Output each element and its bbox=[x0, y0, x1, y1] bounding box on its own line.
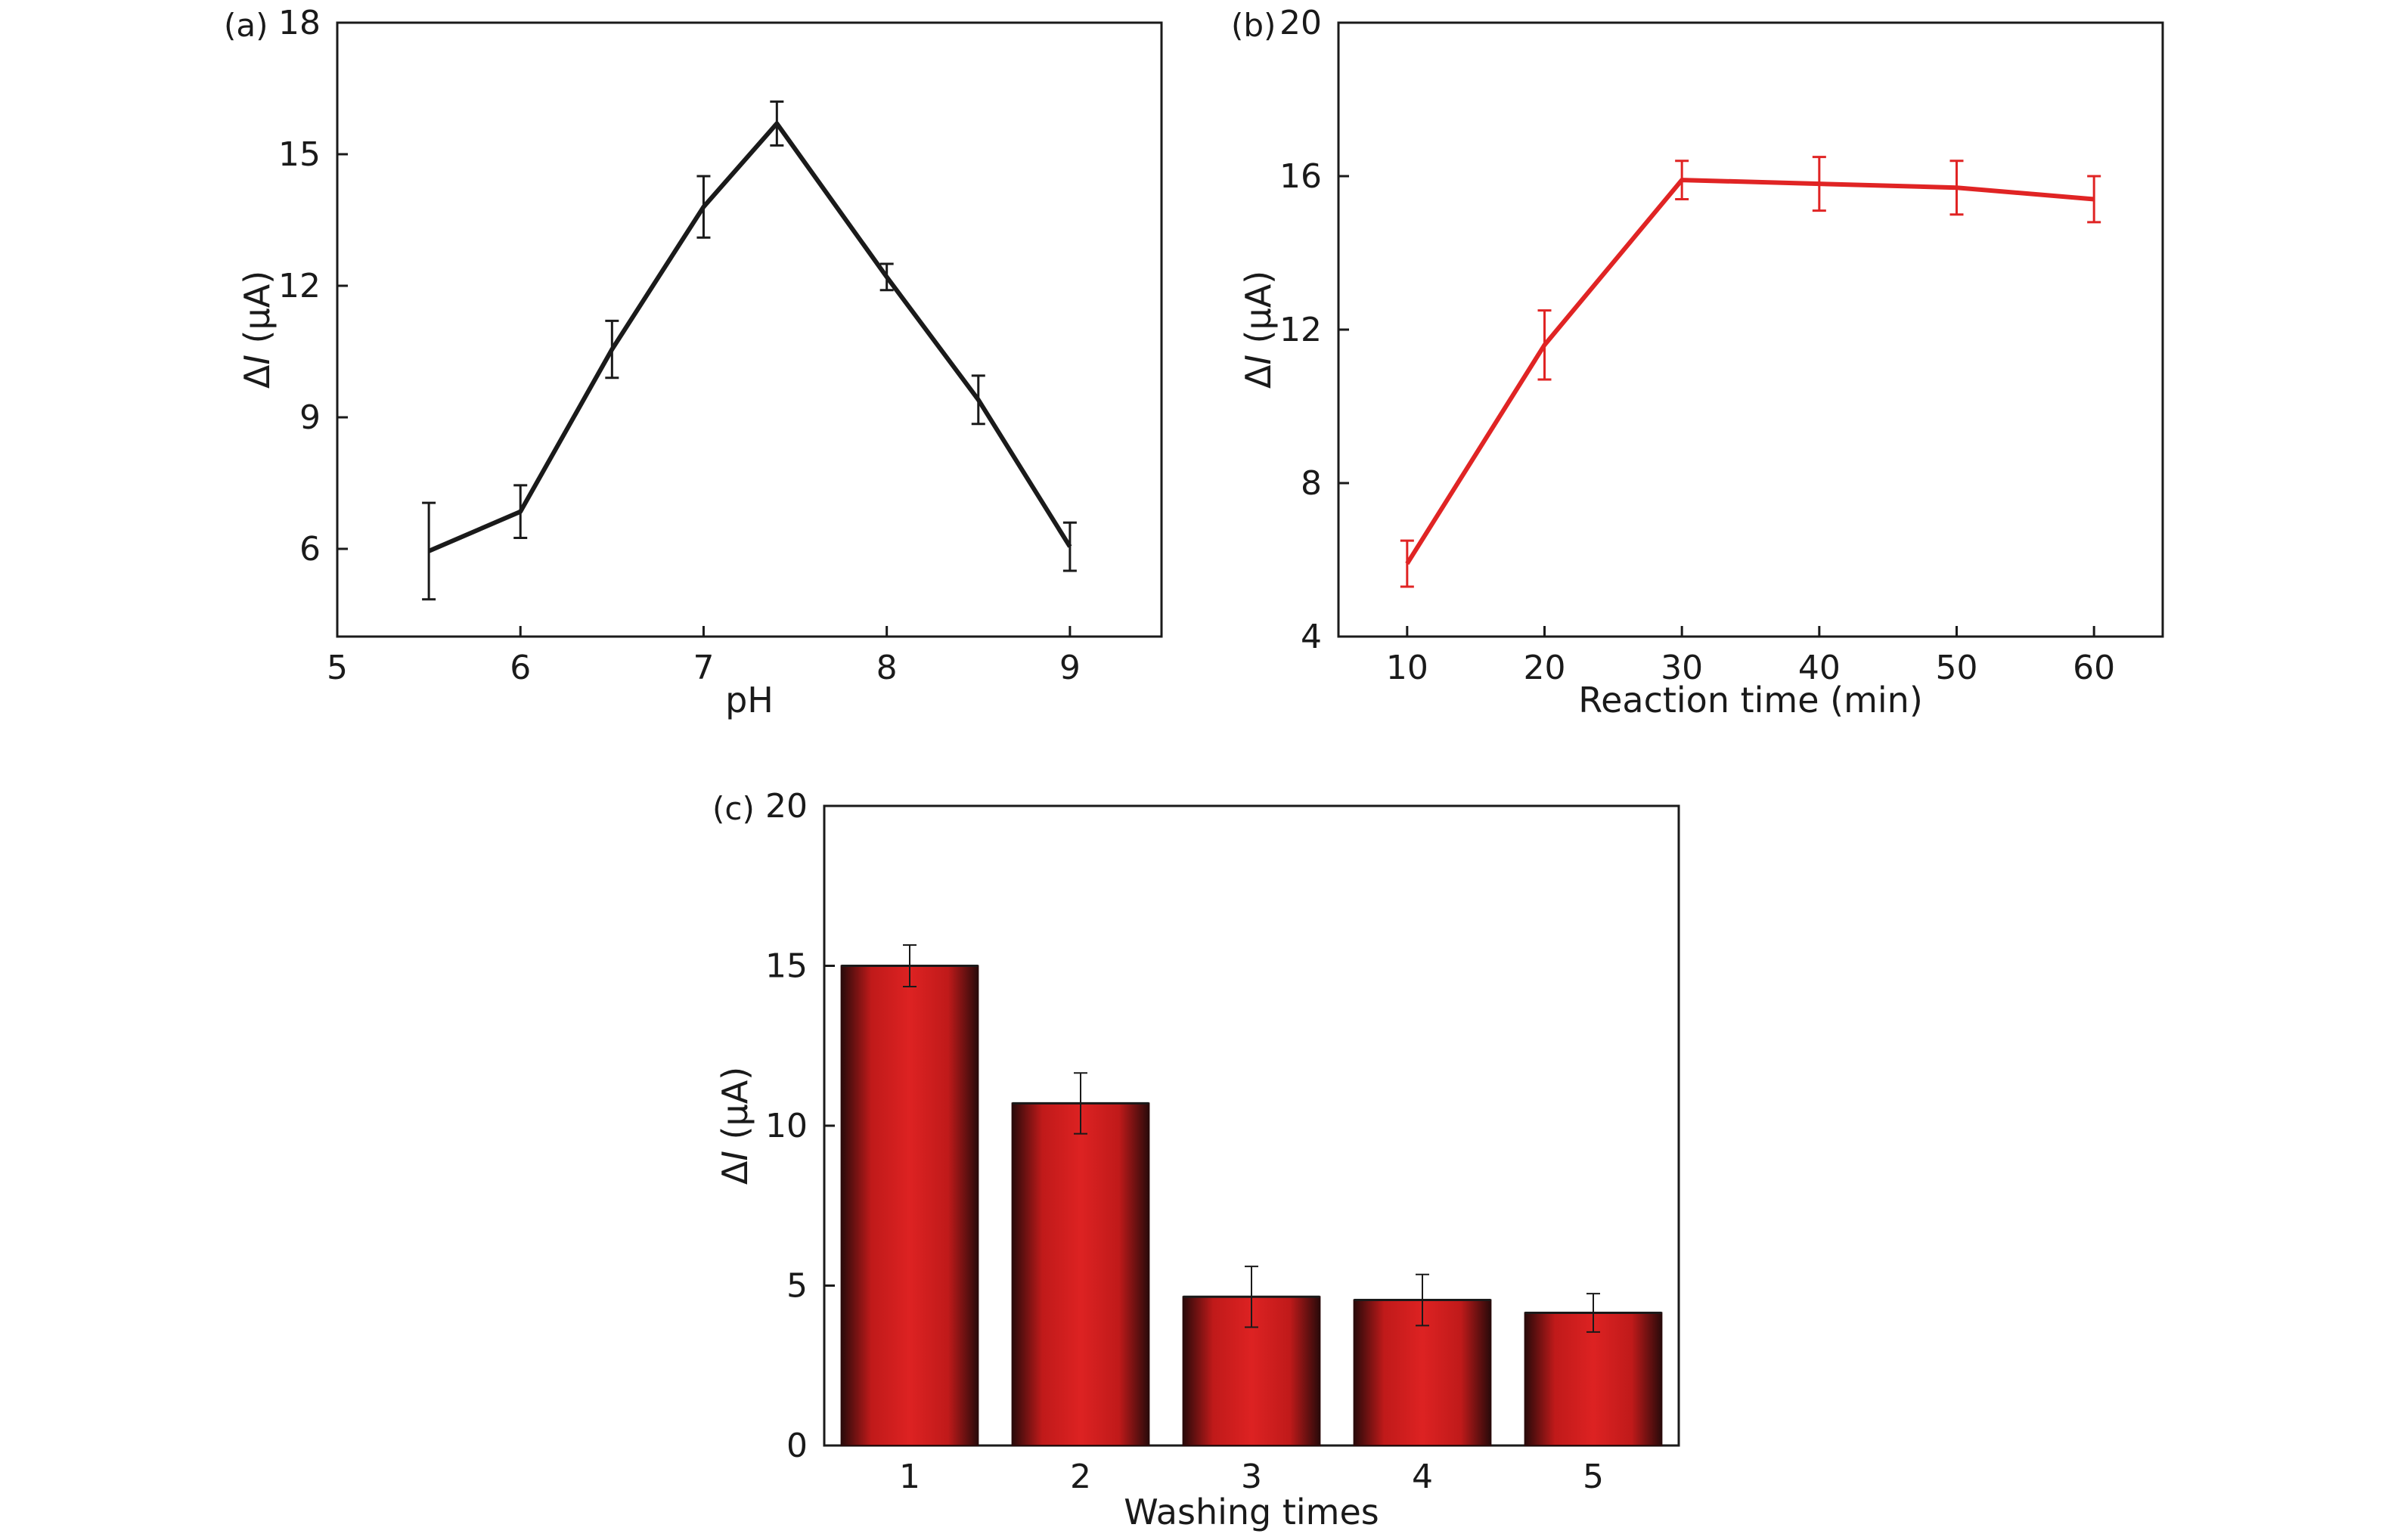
panel-c-ylabel-italic: I bbox=[715, 1151, 755, 1161]
panel-b-x-tick-label: 50 bbox=[1936, 649, 1978, 687]
panel-b-y-tick-label: 12 bbox=[1279, 311, 1322, 349]
chart-panel-a: (a) 5 6 7 8 9 6 9 12 15 18 pH ΔI (μA) bbox=[224, 4, 1163, 720]
panel-b-y-tick-label: 8 bbox=[1301, 464, 1322, 503]
panel-c-x-tick-label: 2 bbox=[1070, 1458, 1091, 1496]
panel-a-x-tick-label: 5 bbox=[327, 649, 348, 687]
panel-b-y-tick-label: 16 bbox=[1279, 157, 1322, 196]
panel-a-y-tick-label: 9 bbox=[299, 398, 321, 437]
panel-c-bar bbox=[1011, 1102, 1150, 1446]
chart-panel-c: (c) 0 5 10 15 20 1 2 3 4 5 Washing times ΔI (μA) bbox=[712, 787, 1680, 1532]
chart-panel-b: (b) 10 20 30 40 50 60 4 8 12 16 20 Reaction time (… bbox=[1231, 4, 2164, 720]
panel-a-y-axis-label: ΔI (μA) bbox=[237, 271, 278, 389]
panel-c-marks bbox=[840, 944, 1663, 1447]
panel-a-y-tick-label: 12 bbox=[278, 267, 321, 305]
panel-a-label: (a) bbox=[224, 7, 268, 44]
panel-a-marks bbox=[422, 100, 1077, 601]
panel-b-label: (b) bbox=[1231, 7, 1276, 44]
panel-c-x-tick-label: 3 bbox=[1241, 1458, 1262, 1496]
panel-c-y-tick-label: 15 bbox=[765, 947, 808, 986]
panel-b-ylabel-prefix: Δ bbox=[1238, 364, 1279, 389]
panel-c-bar bbox=[1524, 1312, 1663, 1446]
panel-a-ylabel-italic: I bbox=[237, 355, 278, 365]
panel-a-x-tick-label: 8 bbox=[876, 649, 898, 687]
panel-b-x-tick-label: 30 bbox=[1661, 649, 1703, 687]
panel-a-x-axis-label: pH bbox=[725, 680, 774, 720]
panel-a-ylabel-suffix: (μA) bbox=[237, 271, 278, 355]
panel-a-y-tick-label: 15 bbox=[278, 135, 321, 174]
panel-b-plot-frame bbox=[1337, 21, 2164, 638]
panel-c-x-axis-label: Washing times bbox=[1124, 1492, 1379, 1532]
panel-a-ticks: 5 6 7 8 9 6 9 12 15 18 bbox=[278, 4, 1081, 687]
panel-c-y-axis-label: ΔI (μA) bbox=[715, 1067, 755, 1185]
panel-b-ticks: 10 20 30 40 50 60 4 8 12 16 20 bbox=[1279, 4, 2115, 687]
panel-b-x-tick-label: 20 bbox=[1524, 649, 1566, 687]
panel-a-ylabel-prefix: Δ bbox=[237, 364, 278, 389]
panel-a-y-tick-label: 6 bbox=[299, 530, 321, 569]
panel-b-y-tick-label: 4 bbox=[1301, 618, 1322, 656]
panel-b-ylabel-suffix: (μA) bbox=[1238, 271, 1279, 355]
panel-c-bar bbox=[840, 965, 979, 1446]
panel-b-marks bbox=[1400, 156, 2101, 588]
panel-b-series-line bbox=[1405, 178, 2095, 565]
panel-b-y-tick-label: 20 bbox=[1279, 4, 1322, 42]
panel-c-ticks: 0 5 10 15 20 1 2 3 4 5 bbox=[765, 787, 1604, 1496]
panel-c-y-tick-label: 5 bbox=[786, 1267, 808, 1306]
panel-c-label: (c) bbox=[712, 790, 755, 827]
panel-b-y-axis-label: ΔI (μA) bbox=[1238, 271, 1279, 389]
panel-c-y-tick-label: 10 bbox=[765, 1107, 808, 1145]
panel-b-x-tick-label: 40 bbox=[1798, 649, 1841, 687]
panel-b-x-axis-label: Reaction time (min) bbox=[1578, 680, 1923, 720]
panel-c-x-tick-label: 4 bbox=[1412, 1458, 1433, 1496]
panel-c-x-tick-label: 5 bbox=[1583, 1458, 1604, 1496]
panel-c-x-tick-label: 1 bbox=[899, 1458, 920, 1496]
panel-c-y-tick-label: 0 bbox=[786, 1427, 808, 1465]
panel-b-x-tick-label: 60 bbox=[2073, 649, 2115, 687]
panel-c-y-tick-label: 20 bbox=[765, 787, 808, 826]
panel-b-ylabel-italic: I bbox=[1238, 355, 1279, 365]
panel-a-y-tick-label: 18 bbox=[278, 4, 321, 42]
panel-c-ylabel-prefix: Δ bbox=[715, 1160, 755, 1185]
panel-a-x-tick-label: 6 bbox=[510, 649, 531, 687]
panel-c-ylabel-suffix: (μA) bbox=[715, 1067, 755, 1151]
panel-a-series-line bbox=[427, 121, 1072, 553]
panel-a-x-tick-label: 9 bbox=[1059, 649, 1081, 687]
panel-a-x-tick-label: 7 bbox=[693, 649, 714, 687]
panel-b-x-tick-label: 10 bbox=[1386, 649, 1428, 687]
panel-a-plot-frame bbox=[336, 21, 1163, 638]
